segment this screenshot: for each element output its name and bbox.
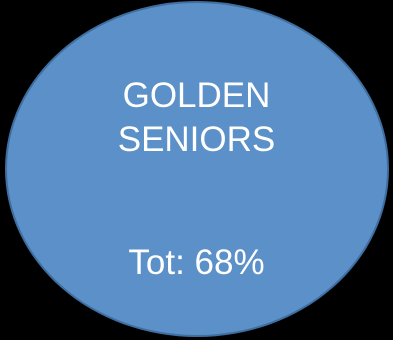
golden-seniors-circle	[5, 1, 389, 337]
title-line-2: SENIORS	[117, 120, 276, 159]
title-line-1: GOLDEN	[122, 76, 271, 115]
total-percentage: Tot: 68%	[128, 243, 265, 282]
